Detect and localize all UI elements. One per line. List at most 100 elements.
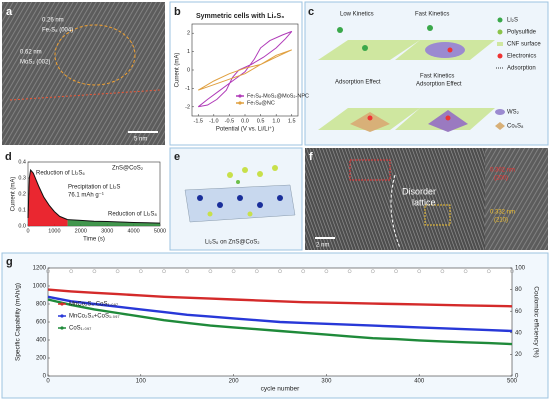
polysulfide	[337, 27, 343, 33]
marker	[231, 269, 236, 274]
annotation: Fast Kinetics	[415, 12, 449, 18]
series-line	[47, 288, 513, 308]
legend-swatch	[60, 314, 64, 318]
marker	[162, 269, 166, 274]
y-tick-label: -1	[185, 86, 190, 92]
y-tick-label: 200	[36, 356, 47, 362]
x-tick-label: 1.5	[288, 118, 296, 124]
annotation: Fast Kinetics	[420, 74, 454, 80]
y-tick-label: 0.4	[18, 159, 26, 165]
co9s8	[350, 112, 390, 132]
marker	[486, 269, 491, 274]
marker	[69, 269, 74, 274]
series-line	[67, 219, 161, 224]
panel-label: c	[308, 6, 314, 18]
y-tick-label: 1200	[33, 266, 47, 272]
annotation: Fe₇S₈ (004)	[42, 28, 73, 34]
annotation: Adsorption Effect	[335, 80, 381, 86]
annotation: (210)	[494, 218, 508, 224]
y2-axis-label: Coulombic efficiency (%)	[532, 286, 539, 357]
marker	[46, 269, 50, 274]
legend-swatch	[497, 53, 503, 59]
panel-label: d	[5, 151, 12, 163]
legend-label: MnCo₂S₄-CoS₁.₀₉₇	[69, 302, 118, 308]
electronics	[367, 115, 373, 121]
tem-image	[2, 2, 165, 145]
marker	[370, 269, 375, 274]
x-tick-label: 100	[136, 379, 147, 385]
y-tick-label: 1	[187, 49, 190, 55]
marker	[394, 269, 398, 274]
y-tick-label: 800	[36, 302, 47, 308]
scale-label: 5 nm	[134, 137, 147, 143]
series-line	[27, 168, 68, 221]
y-tick-label: 0.2	[18, 191, 26, 197]
legend-label: CoS₁.₀₉₇	[69, 326, 91, 332]
legend-label: Fe₇S₈@NC	[247, 100, 275, 106]
x-tick-label: 3000	[101, 228, 113, 234]
electronics	[447, 47, 453, 53]
area-fill	[28, 170, 68, 226]
y2-tick-label: 20	[515, 352, 522, 358]
panel-label: b	[174, 6, 181, 18]
marker	[347, 269, 352, 274]
y-axis-label: Current (mA)	[11, 177, 17, 212]
legend-swatch	[497, 29, 503, 35]
marker	[324, 269, 329, 274]
annotation: Adsorption Effect	[416, 82, 462, 88]
series-line	[47, 298, 513, 346]
lattice-guide	[9, 89, 161, 101]
marker	[463, 269, 468, 274]
marker	[185, 269, 190, 274]
y-tick-label: 2	[187, 31, 190, 37]
panel-label: a	[6, 6, 13, 18]
annotation: 0.26 nm	[42, 18, 64, 24]
molecule-structure	[184, 165, 296, 223]
legend-label: Electronics	[507, 54, 536, 60]
annotation: 0.302 nm	[490, 168, 515, 174]
cnf-surface	[318, 40, 420, 60]
x-tick-label: 300	[321, 379, 332, 385]
series-line	[197, 49, 293, 91]
y-tick-label: -2	[185, 104, 190, 110]
chart-title: Symmetric cells with Li₂S₆	[196, 13, 284, 20]
panel-label: g	[6, 256, 13, 268]
legend-label: CNF surface	[507, 42, 541, 48]
y2-tick-label: 0	[515, 374, 519, 380]
x-tick-label: 500	[507, 379, 518, 385]
x-tick-label: 0.0	[241, 118, 249, 124]
marker	[115, 269, 120, 274]
x-tick-label: 0	[46, 379, 50, 385]
co9s8-ws2	[428, 110, 468, 132]
y-axis-label: Specific Capability (mAh/g)	[15, 283, 22, 361]
x-tick-label: 1.0	[272, 118, 280, 124]
x-tick-label: 4000	[127, 228, 139, 234]
region-outline	[54, 24, 136, 86]
legend-swatch	[238, 101, 242, 105]
legend-label: Co₉S₈	[507, 124, 524, 130]
x-tick-label: 1000	[48, 228, 60, 234]
y-tick-label: 0.0	[18, 223, 26, 229]
y-tick-label: 0.1	[18, 207, 26, 213]
x-axis-label: Potential (V vs. Li/Li⁺)	[216, 126, 274, 133]
annotation: Reduction of Li₂S₆	[36, 171, 85, 177]
fft-inset	[485, 148, 548, 250]
y-tick-label: 1000	[33, 284, 47, 290]
panel-label: e	[174, 151, 180, 163]
legend-label: WS₂	[507, 110, 520, 116]
polysulfide	[427, 25, 433, 31]
x-tick-label: 400	[414, 379, 425, 385]
panel-label: f	[309, 151, 313, 163]
marker	[278, 269, 282, 274]
legend-swatch	[60, 326, 64, 330]
y-tick-label: 0	[43, 374, 47, 380]
y2-tick-label: 40	[515, 330, 522, 336]
electronics	[445, 115, 451, 121]
polysulfide	[362, 45, 368, 51]
legend-swatch	[238, 94, 242, 98]
region-box	[424, 204, 451, 226]
region-box	[349, 159, 391, 181]
marker	[92, 269, 97, 274]
marker	[254, 269, 259, 274]
